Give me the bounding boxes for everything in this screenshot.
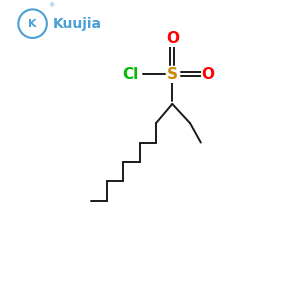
Text: Kuujia: Kuujia xyxy=(53,17,102,31)
Text: O: O xyxy=(166,31,179,46)
Text: O: O xyxy=(202,67,214,82)
Text: Cl: Cl xyxy=(123,67,139,82)
Text: S: S xyxy=(167,67,178,82)
Text: ®: ® xyxy=(48,3,55,8)
Text: K: K xyxy=(28,19,37,29)
